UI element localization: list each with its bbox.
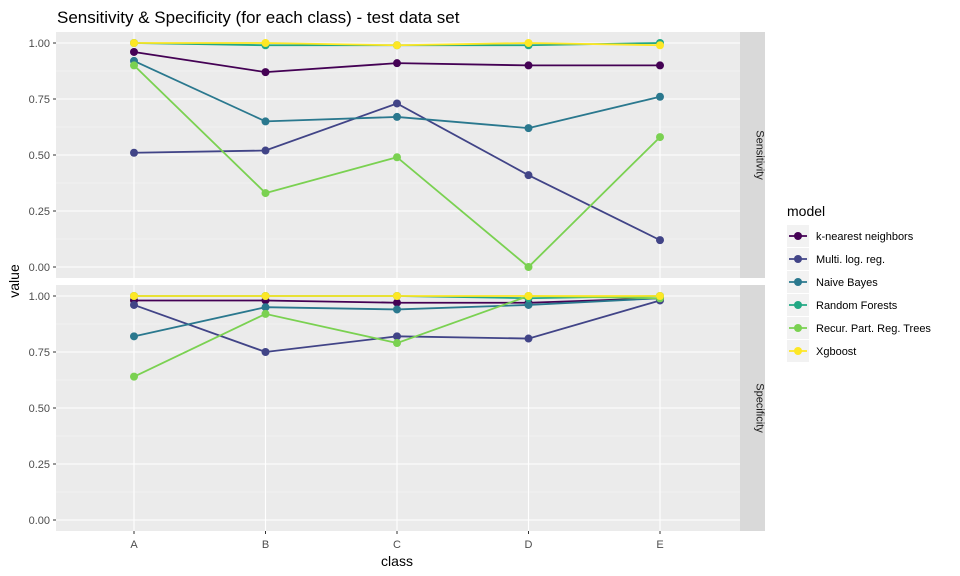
- data-point: [393, 99, 401, 108]
- data-point: [656, 236, 664, 245]
- legend: model k-nearest neighbors Multi. log. reg…: [787, 203, 931, 362]
- legend-key-point: [794, 255, 802, 263]
- facet-strip: [740, 32, 765, 278]
- facet-panels: 0.000.250.500.751.00Sensitivity0.000.250…: [29, 32, 766, 531]
- data-point: [130, 148, 138, 157]
- chart-title: Sensitivity & Specificity (for each clas…: [57, 8, 460, 27]
- data-point: [656, 41, 664, 50]
- legend-label: Multi. log. reg.: [816, 254, 885, 266]
- data-point: [130, 39, 138, 47]
- series-k-nearest-neighbors: [130, 47, 664, 77]
- data-point: [656, 292, 664, 300]
- data-point: [393, 305, 401, 314]
- data-point: [261, 117, 270, 126]
- facet-panel-specificity: 0.00 0.25 0.50 0.75 1.00 Specificity: [29, 285, 766, 531]
- x-tick-label: D: [525, 539, 533, 551]
- legend-key-point: [794, 347, 802, 355]
- data-point: [656, 133, 664, 142]
- data-point: [524, 61, 533, 70]
- legend-label: k-nearest neighbors: [816, 231, 914, 243]
- x-axis-title: class: [381, 553, 413, 569]
- data-point: [261, 292, 270, 300]
- y-tick-label: 0.25: [29, 206, 50, 218]
- y-tick-label: 0.75: [29, 94, 50, 106]
- legend-item-random-forests: Random Forests: [787, 294, 898, 316]
- data-point: [261, 309, 270, 318]
- x-tick-label: B: [262, 539, 269, 551]
- legend-key-point: [794, 232, 802, 240]
- data-point: [261, 68, 270, 77]
- facet-strip-label: Specificity: [754, 383, 766, 433]
- data-point: [524, 171, 533, 180]
- data-point: [393, 59, 401, 68]
- y-tick-label: 0.50: [29, 150, 50, 162]
- data-point: [130, 372, 138, 381]
- data-point: [261, 39, 270, 47]
- data-point: [261, 348, 270, 356]
- legend-label: Naive Bayes: [816, 277, 878, 289]
- data-point: [393, 41, 401, 50]
- legend-item-recur-part-reg-trees: Recur. Part. Reg. Trees: [787, 317, 931, 339]
- x-tick-label: C: [393, 539, 401, 551]
- y-tick-label: 0.00: [29, 515, 50, 527]
- data-point: [130, 61, 138, 70]
- y-axis-title: value: [6, 264, 22, 298]
- y-tick-label: 1.00: [29, 38, 50, 50]
- data-point: [393, 332, 401, 341]
- y-tick-label: 0.00: [29, 262, 50, 274]
- legend-key-point: [794, 278, 802, 286]
- data-point: [261, 303, 270, 312]
- legend-label: Xgboost: [816, 346, 856, 358]
- data-point: [130, 47, 138, 56]
- y-tick-label: 0.75: [29, 347, 50, 359]
- data-point: [130, 332, 138, 341]
- data-point: [393, 292, 401, 300]
- series-xgboost: [130, 292, 664, 300]
- data-point: [656, 61, 664, 70]
- y-tick-label: 0.50: [29, 403, 50, 415]
- series-xgboost: [130, 39, 664, 50]
- data-point: [261, 189, 270, 198]
- x-axis: A B C D E: [130, 531, 664, 551]
- data-point: [524, 39, 533, 47]
- data-point: [261, 146, 270, 155]
- legend-label: Recur. Part. Reg. Trees: [816, 323, 931, 335]
- legend-title: model: [787, 203, 825, 219]
- data-point: [130, 300, 138, 309]
- legend-key-point: [794, 324, 802, 332]
- legend-item-xgboost: Xgboost: [787, 340, 856, 362]
- x-tick-label: E: [656, 539, 663, 551]
- data-point: [656, 92, 664, 101]
- x-tick-label: A: [130, 539, 138, 551]
- data-point: [130, 292, 138, 300]
- data-point: [524, 292, 533, 300]
- data-point: [393, 153, 401, 162]
- legend-key-point: [794, 301, 802, 309]
- data-point: [524, 300, 533, 309]
- data-point: [393, 339, 401, 348]
- legend-item-k-nearest-neighbors: k-nearest neighbors: [787, 225, 914, 247]
- legend-items: k-nearest neighbors Multi. log. reg. Naive…: [787, 225, 931, 362]
- data-point: [393, 298, 401, 307]
- facet-strip-label: Sensitivity: [754, 130, 766, 180]
- data-point: [393, 112, 401, 121]
- data-point: [524, 334, 533, 343]
- y-tick-label: 1.00: [29, 291, 50, 303]
- y-tick-label: 0.25: [29, 459, 50, 471]
- legend-item-multi-log-reg: Multi. log. reg.: [787, 248, 885, 270]
- data-point: [524, 124, 533, 133]
- data-point: [524, 263, 533, 271]
- legend-item-naive-bayes: Naive Bayes: [787, 271, 878, 293]
- series-recur-part-reg-trees: [130, 61, 664, 271]
- facet-panel-sensitivity: 0.00 0.25 0.50 0.75 1.00 Sensitivity: [29, 32, 766, 278]
- facet-strip: [740, 285, 765, 531]
- legend-label: Random Forests: [816, 300, 898, 312]
